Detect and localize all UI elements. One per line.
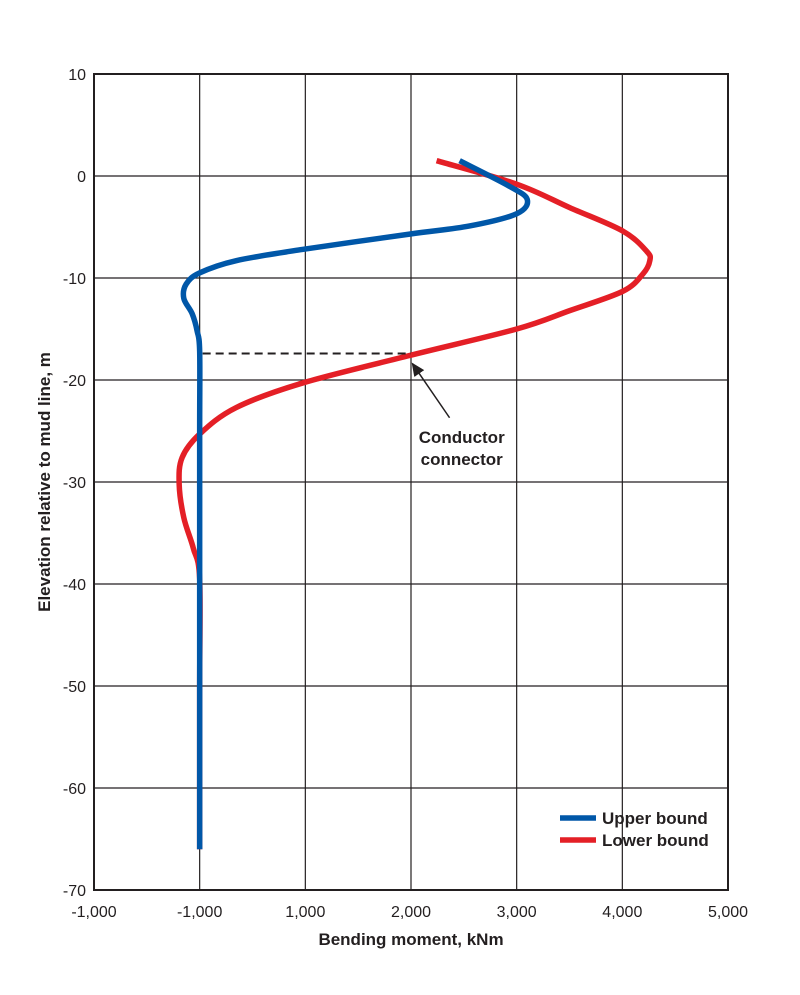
legend-label-1: Lower bound	[602, 831, 709, 850]
series-line-lower-bound	[176, 158, 654, 850]
annotation-text-line-1: Conductor	[419, 428, 505, 447]
series-lines	[176, 158, 654, 850]
x-axis-label: Bending moment, kNm	[318, 930, 503, 949]
y-tick-label: -50	[63, 679, 86, 696]
y-tick-label: -20	[63, 373, 86, 390]
series-line-upper-bound	[180, 158, 531, 850]
tick-labels: -1,000 -1,000 1,000 2,000 3,000 4,000 5,000 10 0…	[63, 67, 748, 921]
y-tick-label: -70	[63, 883, 86, 900]
x-tick-label: -1,000	[177, 904, 222, 921]
annotation: Conductor connector	[202, 352, 505, 469]
y-tick-label: 0	[77, 169, 86, 186]
y-tick-label: -40	[63, 577, 86, 594]
x-tick-label: 5,000	[708, 904, 748, 921]
x-tick-label: 2,000	[391, 904, 431, 921]
y-axis-label: Elevation relative to mud line, m	[35, 352, 54, 612]
plot-frame	[93, 73, 729, 891]
x-tick-label: 1,000	[285, 904, 325, 921]
annotation-text-line-2: connector	[421, 450, 504, 469]
legend-label-0: Upper bound	[602, 809, 708, 828]
x-tick-label: 3,000	[497, 904, 537, 921]
x-tick-label: 4,000	[602, 904, 642, 921]
grid	[93, 73, 729, 891]
y-tick-label: -60	[63, 781, 86, 798]
legend: Upper bound Lower bound	[560, 809, 709, 850]
conductor-connector-arrow	[411, 362, 451, 419]
y-tick-label: 10	[68, 67, 86, 84]
y-tick-label: -30	[63, 475, 86, 492]
y-tick-label: -10	[63, 271, 86, 288]
x-tick-label: -1,000	[71, 904, 116, 921]
